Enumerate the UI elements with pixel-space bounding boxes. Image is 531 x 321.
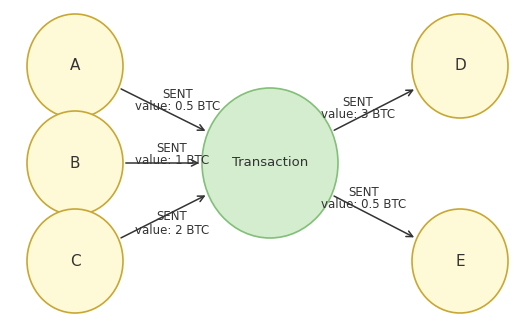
Text: SENT: SENT bbox=[162, 88, 193, 100]
Text: SENT: SENT bbox=[349, 186, 379, 198]
Text: SENT: SENT bbox=[342, 96, 373, 108]
Text: E: E bbox=[455, 254, 465, 268]
Ellipse shape bbox=[202, 88, 338, 238]
Text: B: B bbox=[70, 155, 80, 170]
Text: Transaction: Transaction bbox=[232, 157, 308, 169]
Text: SENT: SENT bbox=[157, 211, 187, 223]
Ellipse shape bbox=[27, 111, 123, 215]
Ellipse shape bbox=[27, 209, 123, 313]
Ellipse shape bbox=[412, 14, 508, 118]
Text: D: D bbox=[454, 58, 466, 74]
Text: value: 0.5 BTC: value: 0.5 BTC bbox=[135, 100, 220, 114]
Text: C: C bbox=[70, 254, 80, 268]
Ellipse shape bbox=[27, 14, 123, 118]
Text: value: 1 BTC: value: 1 BTC bbox=[135, 154, 209, 168]
Ellipse shape bbox=[412, 209, 508, 313]
Text: value: 0.5 BTC: value: 0.5 BTC bbox=[321, 198, 407, 212]
Text: value: 3 BTC: value: 3 BTC bbox=[321, 108, 395, 122]
Text: SENT: SENT bbox=[157, 142, 187, 154]
Text: A: A bbox=[70, 58, 80, 74]
Text: value: 2 BTC: value: 2 BTC bbox=[135, 223, 209, 237]
